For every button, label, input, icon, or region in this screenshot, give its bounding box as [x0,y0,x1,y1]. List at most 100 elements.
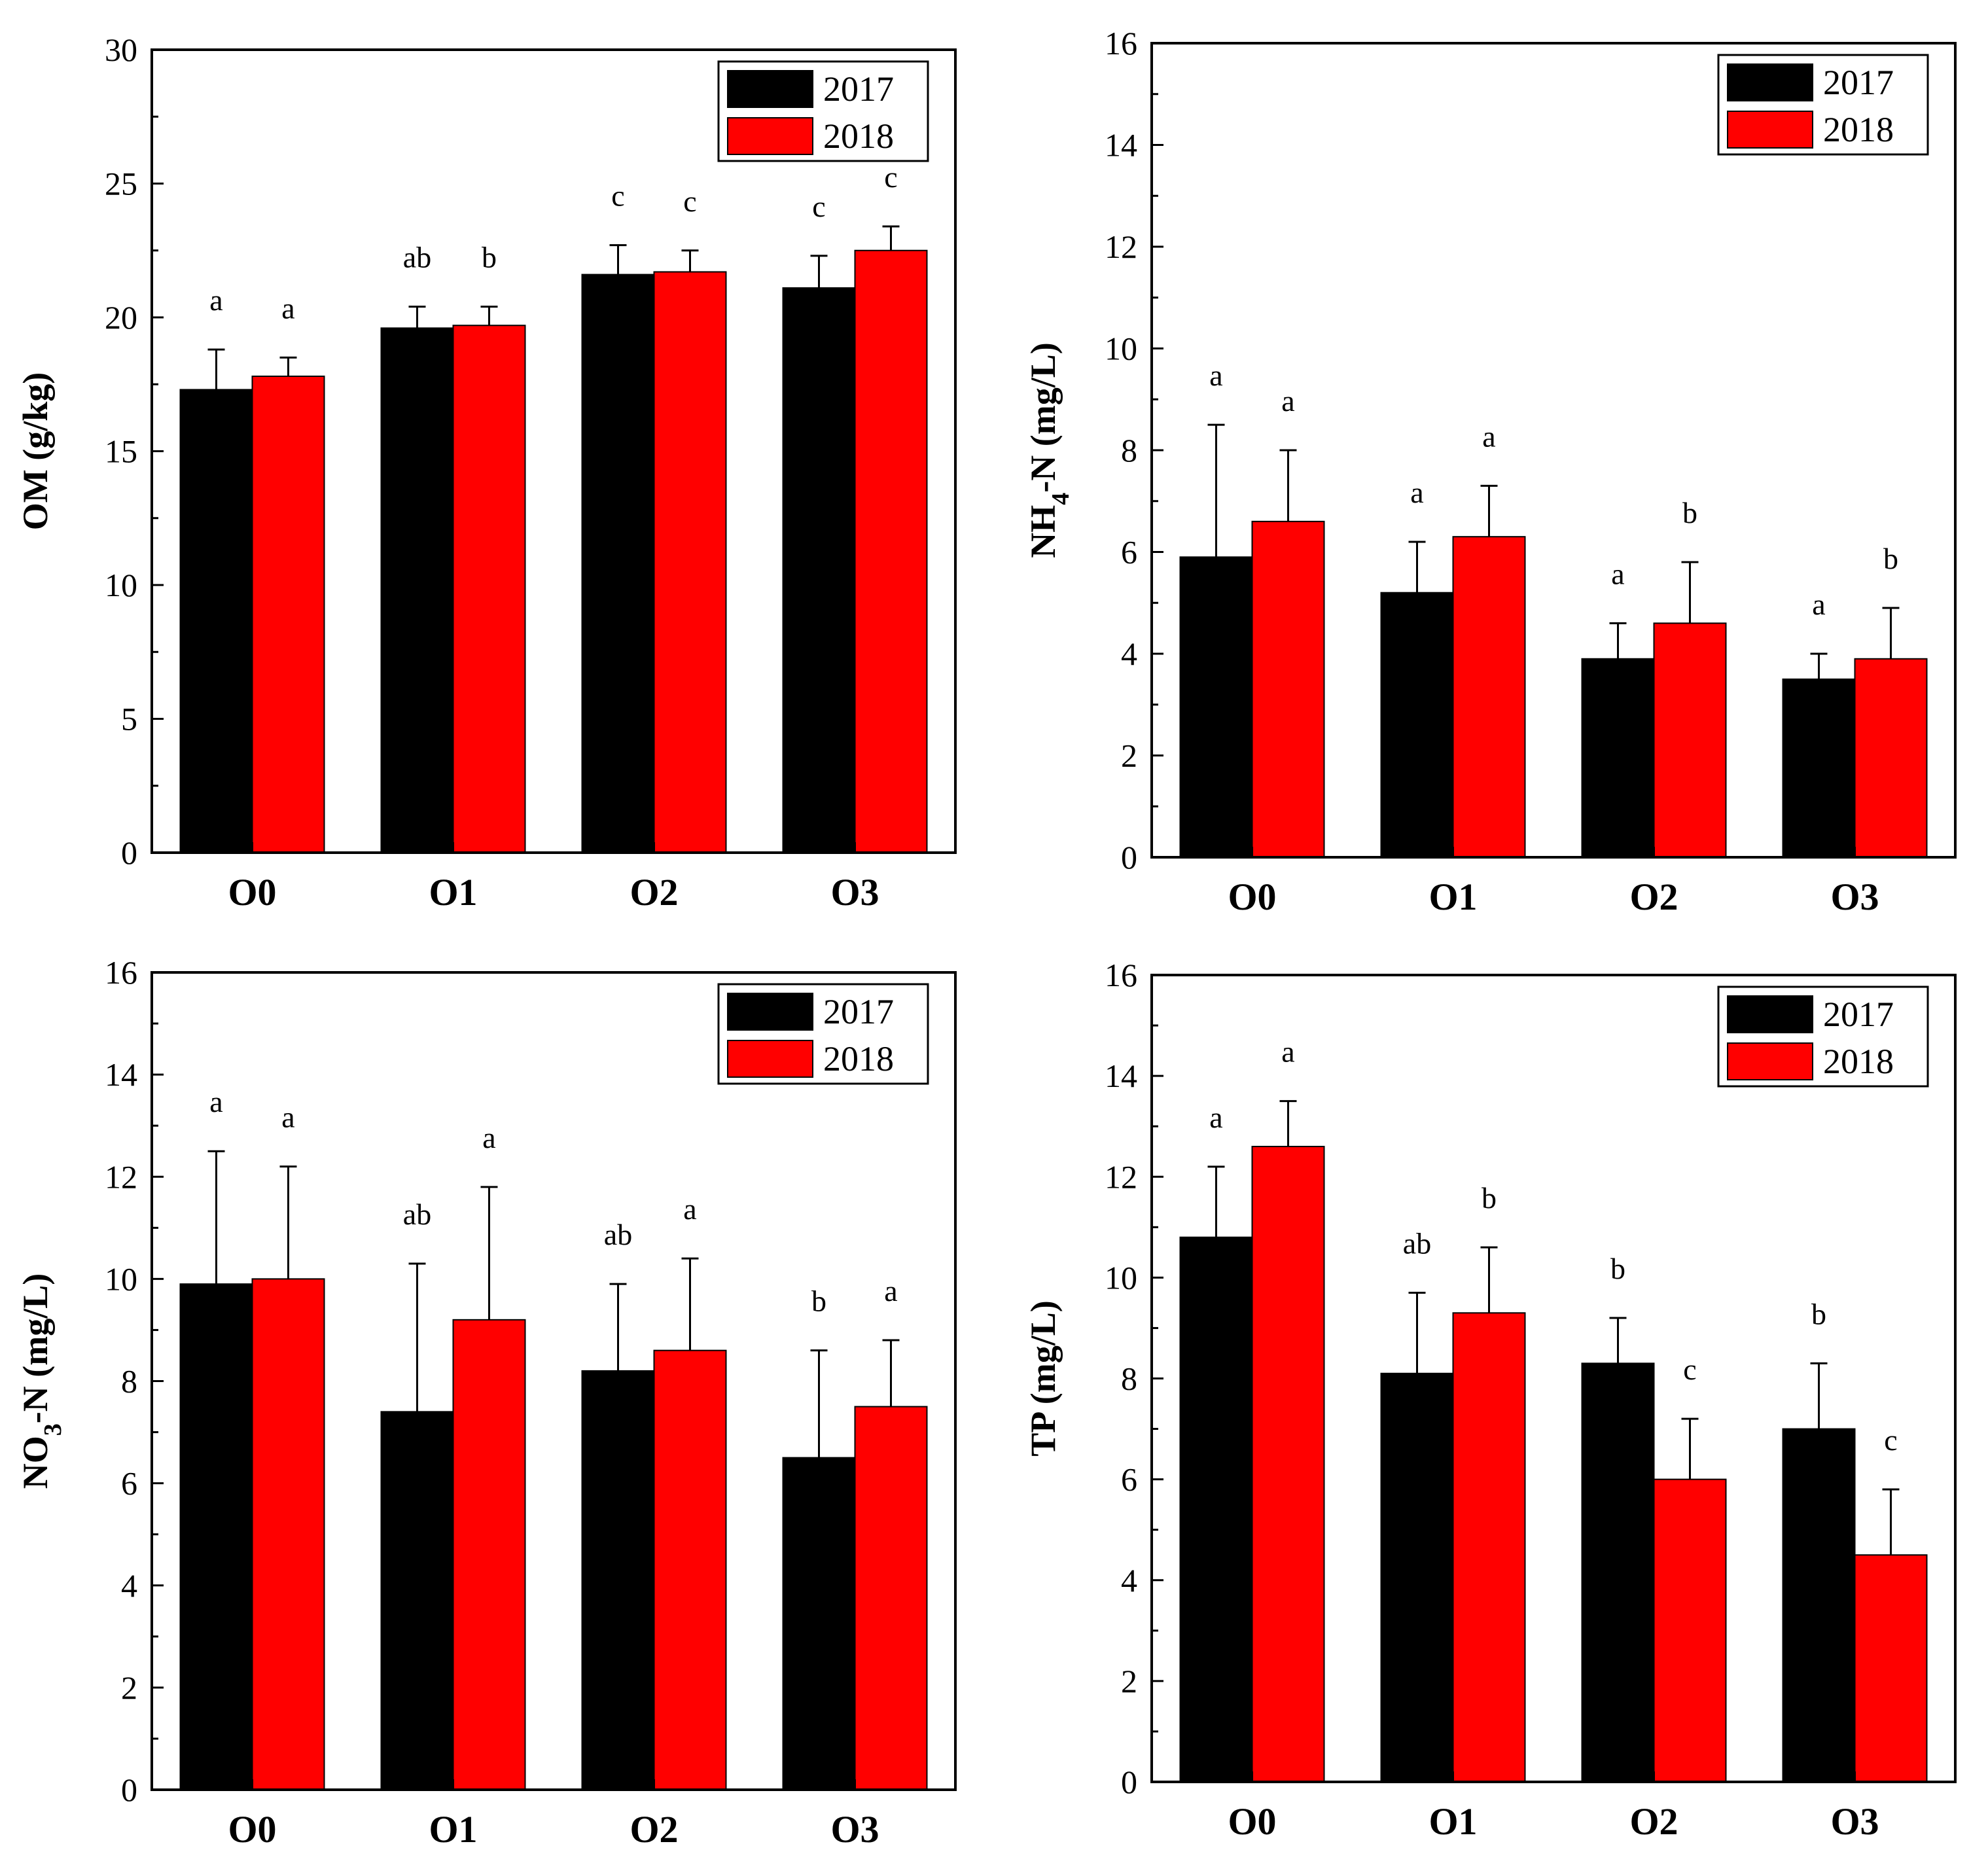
significance-label: a [1611,557,1624,590]
significance-label: b [811,1285,826,1318]
x-category-label: O1 [1429,1800,1477,1843]
bar-o2-2018 [1653,622,1727,858]
y-tick-label: 0 [1121,1764,1137,1800]
significance-label: a [1410,476,1423,509]
x-category-label: O0 [228,1808,276,1851]
bar-o2-2017 [1581,658,1655,859]
y-axis-title-part: -N (mg/L) [1023,342,1063,492]
significance-label: c [1884,1423,1897,1457]
significance-label: b [482,241,497,274]
chart-panel-3: 0 2 4 6 8 10 12 14 16 NO3-N (mg/L) a a O0 ab a O1 ab a O2 b… [16,954,957,1851]
y-tick-label: 2 [121,1669,137,1706]
bar-o2-2018 [653,271,727,854]
y-tick-label: 16 [1105,957,1137,993]
plot-frame [151,971,957,1791]
significance-label: a [1209,1101,1222,1134]
significance-label: a [281,291,294,325]
y-tick-label: 14 [1105,1057,1137,1094]
significance-label: a [1812,588,1825,621]
y-tick-label: 15 [105,433,137,470]
legend-swatch-2018 [1727,111,1813,149]
bar-o1-2017 [1380,1372,1454,1783]
x-category-label: O1 [1429,876,1477,918]
plot-frame [151,48,957,854]
bar-o3-2018 [1854,1554,1928,1783]
legend-label-2018: 2018 [1823,110,1894,149]
y-tick-label: 10 [105,567,137,603]
bar-o1-2018 [452,325,526,853]
y-axis-title-subscript: 3 [39,1423,67,1436]
legend-swatch-2017 [727,993,813,1031]
y-tick-label: 12 [105,1158,137,1195]
legend-label-2018: 2018 [823,1039,894,1078]
x-category-label: O0 [228,871,276,914]
significance-label: a [482,1121,495,1154]
significance-label: ab [604,1218,632,1251]
chart-panel-4: 0 2 4 6 8 10 12 14 16 TP (mg/L) a a O0 ab b O1 b c O2 b c O3 2… [1023,957,1957,1843]
x-category-label: O3 [1830,1800,1879,1843]
y-tick-label: 8 [121,1363,137,1400]
significance-label: ab [403,241,431,274]
y-tick-label: 0 [121,1771,137,1808]
y-tick-label: 4 [121,1567,137,1604]
significance-label: c [884,160,897,194]
plot-frame [1150,42,1957,859]
bar-o0-2018 [251,375,325,853]
legend-label-2017: 2017 [823,992,894,1031]
significance-label: a [1209,359,1222,392]
y-axis-title: OM (g/kg) [16,372,55,530]
legend-label-2017: 2017 [1823,63,1894,102]
y-tick-label: 4 [1121,635,1137,672]
legend-swatch-2018 [727,1040,813,1078]
y-axis-title-part: NO [16,1436,55,1489]
y-tick-label: 10 [1105,330,1137,367]
significance-label: b [1482,1181,1497,1215]
bar-o2-2018 [1653,1478,1727,1783]
legend-swatch-2017 [1727,63,1813,101]
y-tick-label: 6 [121,1465,137,1502]
y-axis-title: NH4-N (mg/L) [1023,342,1074,558]
bar-o1-2018 [452,1319,526,1790]
legend-swatch-2017 [1727,995,1813,1033]
x-category-label: O2 [630,1808,678,1851]
bar-o0-2017 [179,389,253,853]
y-tick-label: 12 [1105,228,1137,265]
y-tick-label: 6 [1121,534,1137,571]
bar-o3-2018 [854,1406,928,1790]
bar-o1-2018 [1452,536,1526,858]
bar-o3-2017 [1782,678,1856,858]
y-tick-label: 12 [1105,1158,1137,1195]
significance-label: b [1883,542,1898,575]
significance-label: b [1682,496,1697,529]
y-tick-label: 16 [105,954,137,991]
significance-label: a [209,283,222,317]
bar-o0-2018 [251,1278,325,1790]
y-tick-label: 6 [1121,1461,1137,1498]
y-tick-label: 5 [121,701,137,737]
significance-label: a [1482,419,1495,453]
y-tick-label: 4 [1121,1562,1137,1599]
significance-label: a [1281,1035,1294,1069]
bar-o2-2017 [1581,1362,1655,1783]
significance-label: a [884,1274,897,1307]
y-axis-title-part: -N (mg/L) [16,1273,55,1423]
y-tick-label: 2 [1121,737,1137,774]
legend-swatch-2017 [727,70,813,108]
y-axis-title-subscript: 4 [1047,493,1074,505]
y-axis-title: TP (mg/L) [1023,1300,1063,1457]
y-tick-label: 30 [105,31,137,68]
bar-o2-2017 [581,274,655,853]
significance-label: c [812,190,825,223]
bar-o1-2017 [380,1411,454,1790]
legend-label-2017: 2017 [1823,995,1894,1034]
y-tick-label: 14 [1105,127,1137,164]
y-tick-label: 10 [1105,1259,1137,1296]
y-tick-label: 8 [1121,1360,1137,1397]
y-tick-label: 25 [105,166,137,202]
significance-label: b [1610,1252,1625,1285]
y-axis-title-part: OM (g/kg) [16,372,55,530]
y-tick-label: 8 [1121,432,1137,469]
significance-label: c [1683,1353,1696,1386]
legend-swatch-2018 [1727,1042,1813,1080]
